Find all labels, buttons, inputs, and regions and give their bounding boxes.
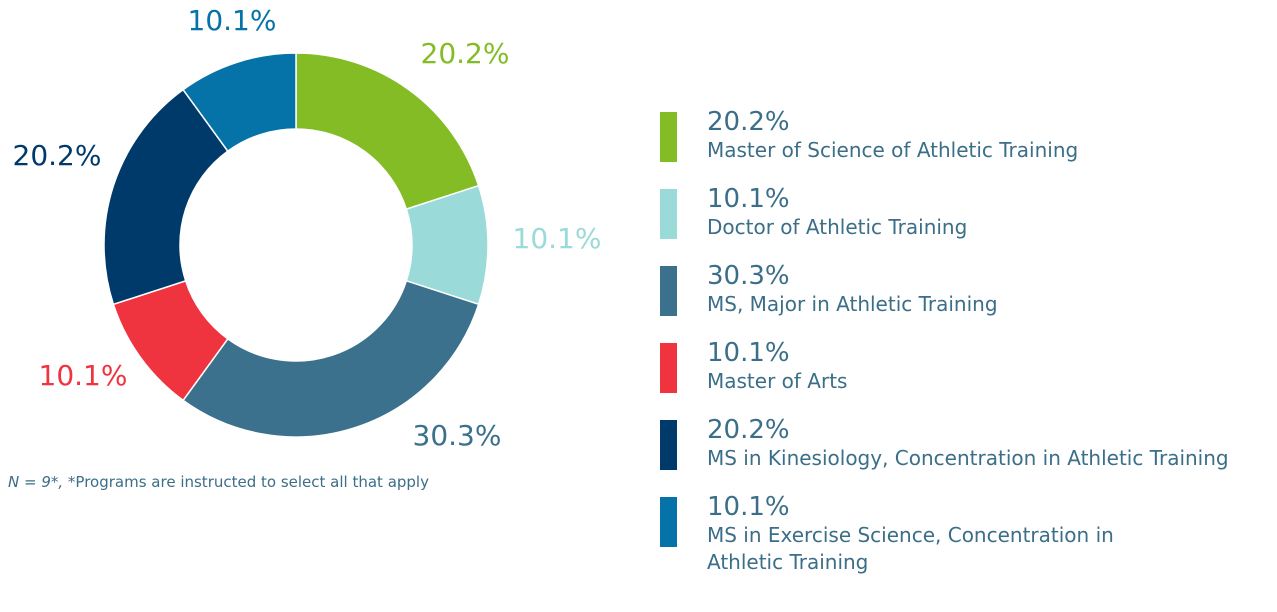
legend-label: Doctor of Athletic Training	[707, 215, 968, 239]
slice-label: 20.2%	[421, 37, 510, 70]
legend-swatch	[660, 420, 677, 470]
legend-value: 20.2%	[707, 415, 790, 445]
slice-label: 10.1%	[39, 359, 128, 392]
legend-item: 10.1% Master of Arts	[660, 338, 1270, 395]
legend-label: MS in Kinesiology, Concentration in Athl…	[707, 446, 1229, 470]
footnote-n: N = 9*,	[8, 473, 64, 491]
legend-text: 10.1% Master of Arts	[707, 338, 847, 395]
legend-text: 30.3% MS, Major in Athletic Training	[707, 261, 998, 318]
legend-label: Master of Arts	[707, 369, 848, 393]
legend-text: 10.1% MS in Exercise Science, Concentrati…	[707, 492, 1177, 576]
legend-swatch	[660, 343, 677, 393]
legend-item: 30.3% MS, Major in Athletic Training	[660, 261, 1270, 318]
legend-swatch	[660, 112, 677, 162]
slice-label: 10.1%	[188, 4, 277, 37]
legend-value: 10.1%	[707, 184, 790, 214]
footnote-text: *Programs are instructed to select all t…	[67, 473, 429, 491]
slice-label: 30.3%	[413, 419, 502, 452]
legend: 20.2% Master of Science of Athletic Train…	[660, 107, 1270, 596]
donut-slice	[182, 52, 297, 153]
legend-value: 10.1%	[707, 492, 790, 522]
chart: 20.2% 10.1% 30.3% 10.1% 20.2% 10.1%	[13, 4, 602, 452]
legend-swatch	[660, 497, 677, 547]
legend-text: 20.2% MS in Kinesiology, Concentration in…	[707, 415, 1229, 472]
footnote: N = 9*, *Programs are instructed to sele…	[8, 473, 429, 491]
legend-value: 30.3%	[707, 261, 790, 291]
legend-text: 10.1% Doctor of Athletic Training	[707, 184, 967, 241]
legend-item: 10.1% Doctor of Athletic Training	[660, 184, 1270, 241]
slice-label: 10.1%	[513, 222, 602, 255]
slice-label: 20.2%	[13, 139, 102, 172]
legend-swatch	[660, 189, 677, 239]
legend-value: 10.1%	[707, 338, 790, 368]
legend-item: 20.2% Master of Science of Athletic Train…	[660, 107, 1270, 164]
legend-text: 20.2% Master of Science of Athletic Train…	[707, 107, 1078, 164]
legend-value: 20.2%	[707, 107, 790, 137]
legend-item: 20.2% MS in Kinesiology, Concentration in…	[660, 415, 1270, 472]
legend-swatch	[660, 266, 677, 316]
legend-item: 10.1% MS in Exercise Science, Concentrati…	[660, 492, 1270, 576]
legend-label: MS in Exercise Science, Concentration in…	[707, 523, 1114, 574]
legend-label: Master of Science of Athletic Training	[707, 138, 1079, 162]
donut-slice	[295, 52, 480, 211]
legend-label: MS, Major in Athletic Training	[707, 292, 998, 316]
donut-slice	[182, 279, 480, 438]
